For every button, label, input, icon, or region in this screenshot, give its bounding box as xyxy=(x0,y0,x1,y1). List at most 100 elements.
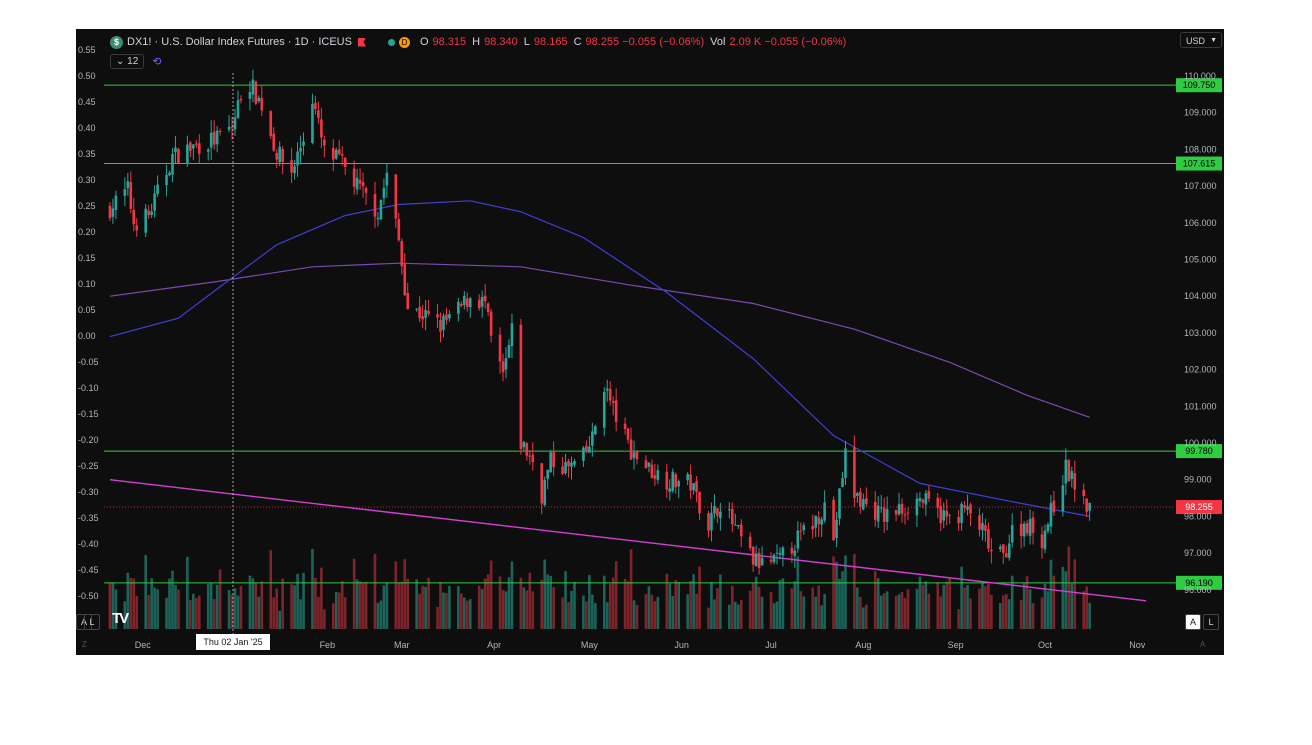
candle-body xyxy=(668,488,672,492)
currency-select[interactable]: USD ▼ xyxy=(1180,32,1222,48)
volume-bar xyxy=(591,594,594,629)
candle-body xyxy=(212,131,216,145)
flag-icon[interactable] xyxy=(357,37,366,47)
symbol-header[interactable]: $ DX1! · U.S. Dollar Index Futures · 1D … xyxy=(110,34,846,50)
volume-bar xyxy=(733,601,737,629)
candle-body xyxy=(248,91,252,99)
candle-body xyxy=(364,187,368,193)
log-scale-right-button[interactable]: L xyxy=(1203,614,1219,630)
candle-body xyxy=(302,141,305,146)
volume-bar xyxy=(671,596,675,629)
volume-bar xyxy=(984,586,987,629)
candle-body xyxy=(114,195,118,210)
volume-bar xyxy=(650,594,654,629)
date-tick: Nov xyxy=(1129,640,1146,650)
volume-bar xyxy=(677,582,681,629)
candle-body xyxy=(206,149,210,152)
percent-tick: -0.10 xyxy=(78,383,99,393)
volume-bar xyxy=(582,595,585,629)
volume-bar xyxy=(320,567,323,629)
candle-body xyxy=(728,509,731,511)
volume-bar xyxy=(906,589,910,629)
candle-body xyxy=(421,316,424,320)
price-tick: 99.000 xyxy=(1184,475,1212,485)
volume-bar xyxy=(945,581,949,629)
volume-bar xyxy=(614,561,618,629)
moving-average-slow[interactable] xyxy=(109,262,1090,418)
candle-body xyxy=(632,452,636,458)
price-tick: 104.000 xyxy=(1184,291,1217,301)
candle-body xyxy=(987,529,990,549)
volume-bar xyxy=(960,566,963,629)
candle-body xyxy=(230,126,234,128)
candle-body xyxy=(483,295,487,302)
candle-body xyxy=(594,426,597,435)
volume-bar xyxy=(790,588,794,629)
candle-body xyxy=(873,501,877,520)
volume-bar xyxy=(436,606,439,629)
candle-body xyxy=(1031,517,1035,533)
volume-bar xyxy=(1028,589,1032,629)
volume-bar xyxy=(963,587,966,629)
moving-average-fast[interactable] xyxy=(109,200,1090,517)
trendline[interactable] xyxy=(109,479,1147,602)
sync-icon[interactable]: ⟲ xyxy=(152,56,162,68)
symbol-title[interactable]: DX1! · U.S. Dollar Index Futures · 1D · … xyxy=(127,36,352,48)
volume-bar xyxy=(710,582,713,629)
volume-bar xyxy=(602,575,606,629)
candle-body xyxy=(772,554,776,563)
candle-body xyxy=(811,525,815,530)
candle-body xyxy=(111,208,115,217)
candle-body xyxy=(135,225,139,231)
auto-icon[interactable]: A xyxy=(1200,640,1206,649)
candle-body xyxy=(838,488,841,519)
candle-body xyxy=(352,168,356,187)
volume-bar xyxy=(248,575,252,629)
candle-body xyxy=(942,510,946,521)
candle-body xyxy=(174,147,177,152)
candle-body xyxy=(337,149,341,155)
volume-bar xyxy=(731,585,734,629)
volume-bar xyxy=(415,579,418,629)
tradingview-logo[interactable]: TV xyxy=(112,610,129,627)
delayed-badge: D xyxy=(398,36,410,48)
candle-body xyxy=(570,462,573,467)
candle-body xyxy=(707,513,710,531)
price-chart[interactable]: 109.750 107.615 99.780 96.190 98.255 110.000… xyxy=(76,29,1224,655)
candle-body xyxy=(602,391,606,428)
volume-bar xyxy=(465,600,469,629)
candle-body xyxy=(293,166,296,174)
zoom-icon[interactable]: Z xyxy=(82,640,87,649)
candle-body xyxy=(373,193,377,217)
volume-bar xyxy=(144,554,147,629)
volume-bar xyxy=(585,601,588,629)
volume-bar xyxy=(177,589,180,629)
candle-body xyxy=(311,103,314,144)
candle-body xyxy=(629,439,633,460)
open-label: O xyxy=(419,36,429,48)
volume-bar xyxy=(549,575,552,629)
candle-body xyxy=(960,503,963,524)
volume-bar xyxy=(293,585,296,629)
volume-bar xyxy=(981,583,984,629)
candle-body xyxy=(376,217,380,220)
candle-body xyxy=(406,293,410,310)
volume-bar xyxy=(924,581,928,629)
candle-body xyxy=(939,505,943,524)
volume-bar xyxy=(632,600,636,629)
volume-bar xyxy=(424,586,427,629)
candle-body xyxy=(936,497,940,508)
volume-bar xyxy=(361,582,365,629)
volume-bar xyxy=(644,594,648,629)
volume-bar xyxy=(463,597,466,629)
candle-body xyxy=(358,180,362,184)
auto-scale-right-button[interactable]: A xyxy=(1185,614,1201,630)
volume-bar xyxy=(918,576,922,629)
volume-bar xyxy=(1031,603,1035,629)
log-scale-left-button[interactable]: L xyxy=(84,614,100,630)
candle-body xyxy=(978,515,981,530)
volume-bar xyxy=(168,578,171,629)
indicators-toggle-button[interactable]: ⌄ 12 xyxy=(110,54,145,69)
candle-body xyxy=(197,143,201,155)
percent-tick: 0.10 xyxy=(78,279,96,289)
